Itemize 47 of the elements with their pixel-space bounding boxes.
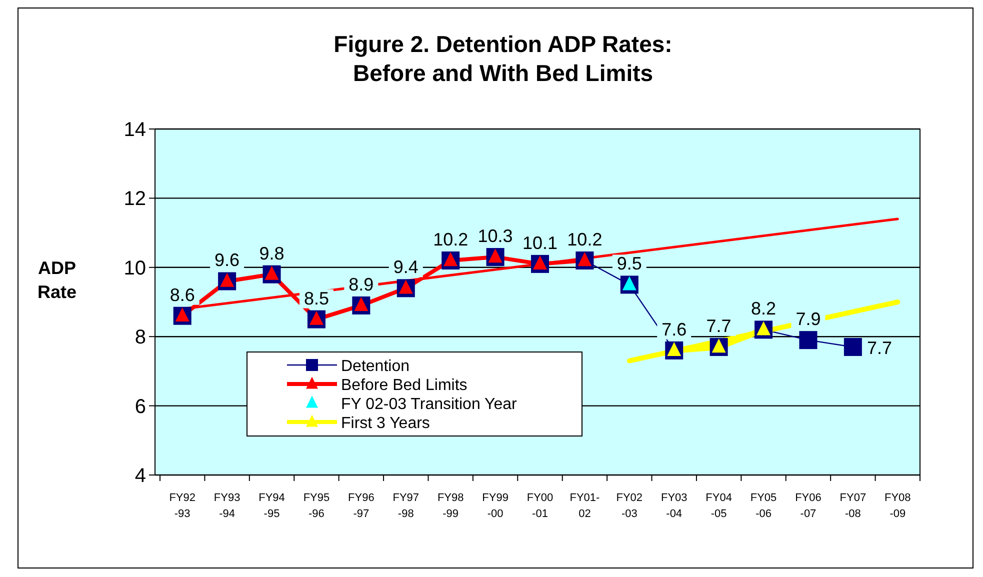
legend-label: First 3 Years: [341, 415, 430, 432]
x-tick-label: FY04 -05: [706, 492, 732, 520]
data-label: 10.1: [522, 232, 558, 253]
y-tick-label: 6: [134, 396, 146, 418]
data-label: 7.9: [796, 309, 821, 330]
x-tick-label: FY93 -94: [214, 492, 240, 520]
data-label: 8.2: [751, 298, 776, 319]
x-tick-label: FY03 -04: [660, 492, 688, 520]
data-label: 9.4: [393, 257, 418, 278]
data-label: 10.2: [433, 229, 468, 250]
point: [799, 331, 818, 350]
x-tick-label: FY92 -93: [169, 492, 196, 520]
data-label: 8.6: [170, 284, 195, 305]
data-label: 9.5: [616, 254, 642, 274]
x-tick-label: FY01- 02: [570, 492, 600, 520]
x-tick-label: FY06 -07: [795, 492, 822, 520]
x-tick-label: FY05 -06: [750, 492, 777, 520]
chart-title: Figure 2. Detention ADP Rates: Before and With Bed Limits: [334, 31, 672, 86]
x-tick-label: FY07 -08: [840, 492, 866, 520]
data-label: 7.7: [706, 316, 732, 336]
data-label: 8.9: [348, 274, 374, 294]
y-tick-label: 12: [124, 188, 146, 210]
legend-label: Before Bed Limits: [341, 377, 468, 394]
y-axis-title: ADP Rate: [37, 258, 77, 302]
data-label: 7.6: [662, 319, 687, 340]
y-tick-label: 14: [124, 119, 146, 141]
data-label: 8.5: [304, 288, 329, 308]
data-label: 7.7: [866, 338, 892, 358]
x-tick-label: FY96 -97: [348, 492, 374, 520]
y-tick-label: 4: [134, 465, 146, 487]
x-tick-label: FY02 -03: [616, 492, 643, 520]
x-tick-label: FY00 -01: [526, 492, 554, 520]
x-tick-label: FY99 -00: [482, 492, 508, 520]
legend-label: Detention: [341, 358, 410, 375]
legend-label: FY 02-03 Transition Year: [341, 396, 518, 413]
x-tick-label: FY97 -98: [392, 492, 420, 520]
x-tick-label: FY98 -99: [437, 492, 464, 520]
point: [844, 338, 862, 356]
data-label: 10.2: [567, 229, 602, 250]
y-tick-label: 10: [124, 257, 146, 280]
y-tick-label: 8: [134, 326, 146, 349]
x-tick-label: FY08 -09: [884, 492, 911, 520]
data-label: 9.6: [214, 250, 240, 270]
data-label: 9.8: [259, 243, 284, 264]
x-tick-label: FY95 -96: [303, 492, 330, 520]
x-tick-label: FY94 -95: [258, 492, 285, 520]
data-label: 10.3: [478, 226, 513, 246]
